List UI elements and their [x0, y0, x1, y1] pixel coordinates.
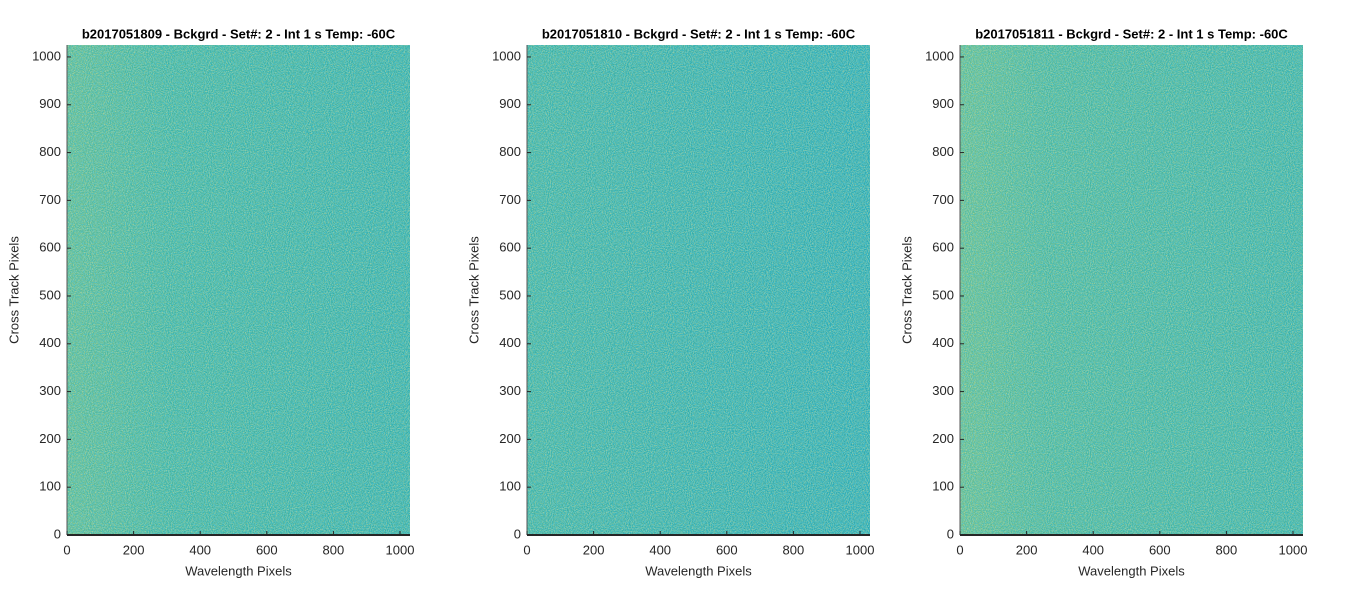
- y-tick-label: 1000: [32, 48, 61, 63]
- y-tick-label: 300: [499, 383, 521, 398]
- x-tick-label: 200: [583, 542, 605, 557]
- x-tick-label: 400: [189, 542, 211, 557]
- y-tick-label: 800: [39, 144, 61, 159]
- x-axis-label: Wavelength Pixels: [1078, 563, 1185, 578]
- x-tick-label: 600: [256, 542, 278, 557]
- y-tick-label: 700: [932, 192, 954, 207]
- y-tick-label: 200: [499, 431, 521, 446]
- y-tick-label: 800: [932, 144, 954, 159]
- y-tick-label: 400: [39, 335, 61, 350]
- y-tick-label: 300: [932, 383, 954, 398]
- x-tick-label: 600: [716, 542, 738, 557]
- chart-title: b2017051809 - Bckgrd - Set#: 2 - Int 1 s…: [82, 26, 396, 41]
- y-tick-label: 200: [932, 431, 954, 446]
- y-tick-label: 500: [39, 287, 61, 302]
- y-tick-label: 200: [39, 431, 61, 446]
- x-axis-label: Wavelength Pixels: [645, 563, 752, 578]
- chart-title: b2017051810 - Bckgrd - Set#: 2 - Int 1 s…: [542, 26, 856, 41]
- y-tick-label: 100: [932, 479, 954, 494]
- y-tick-label: 700: [499, 192, 521, 207]
- y-tick-label: 500: [932, 287, 954, 302]
- y-tick-label: 100: [39, 479, 61, 494]
- chart-title: b2017051811 - Bckgrd - Set#: 2 - Int 1 s…: [975, 26, 1288, 41]
- y-axis-label: Cross Track Pixels: [6, 236, 21, 344]
- y-tick-label: 600: [39, 240, 61, 255]
- y-tick-label: 600: [499, 240, 521, 255]
- y-tick-label: 100: [499, 479, 521, 494]
- image-noise: [960, 45, 1303, 535]
- y-tick-label: 600: [932, 240, 954, 255]
- y-tick-label: 0: [54, 526, 61, 541]
- y-tick-label: 0: [514, 526, 521, 541]
- image-noise: [67, 45, 410, 535]
- x-tick-label: 800: [323, 542, 345, 557]
- x-tick-label: 0: [523, 542, 530, 557]
- x-tick-label: 0: [956, 542, 963, 557]
- y-tick-label: 300: [39, 383, 61, 398]
- y-tick-label: 1000: [492, 48, 521, 63]
- x-tick-label: 200: [123, 542, 145, 557]
- y-tick-label: 700: [39, 192, 61, 207]
- y-axis-label: Cross Track Pixels: [466, 236, 481, 344]
- x-tick-label: 400: [1082, 542, 1104, 557]
- y-tick-label: 400: [499, 335, 521, 350]
- x-tick-label: 200: [1016, 542, 1038, 557]
- x-tick-label: 800: [783, 542, 805, 557]
- x-tick-label: 600: [1149, 542, 1171, 557]
- y-axis-label: Cross Track Pixels: [899, 236, 914, 344]
- y-tick-label: 500: [499, 287, 521, 302]
- x-tick-label: 1000: [1279, 542, 1308, 557]
- x-tick-label: 800: [1216, 542, 1238, 557]
- y-tick-label: 1000: [925, 48, 954, 63]
- y-tick-label: 0: [947, 526, 954, 541]
- x-axis-label: Wavelength Pixels: [185, 563, 292, 578]
- y-tick-label: 800: [499, 144, 521, 159]
- x-tick-label: 1000: [846, 542, 875, 557]
- x-tick-label: 400: [649, 542, 671, 557]
- x-tick-label: 0: [63, 542, 70, 557]
- y-tick-label: 900: [499, 96, 521, 111]
- y-tick-label: 900: [932, 96, 954, 111]
- x-tick-label: 1000: [386, 542, 415, 557]
- image-noise: [527, 45, 870, 535]
- y-tick-label: 400: [932, 335, 954, 350]
- y-tick-label: 900: [39, 96, 61, 111]
